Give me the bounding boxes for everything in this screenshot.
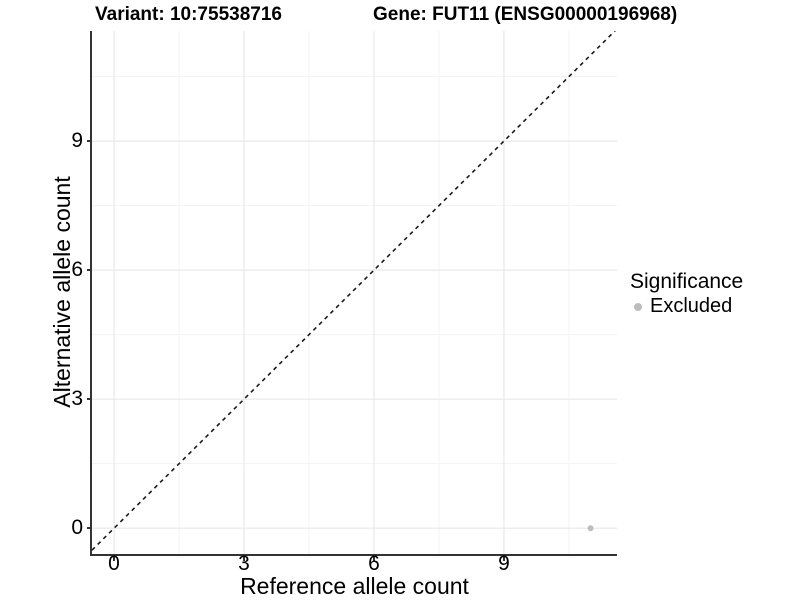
plot-canvas [92, 31, 617, 554]
y-tick-label-9: 9 [71, 129, 83, 152]
y-axis-tick-9 [87, 140, 92, 142]
y-axis-tick-6 [87, 269, 92, 271]
y-tick-label-3: 3 [71, 387, 83, 410]
variant-title: Variant: 10:75538716 [95, 4, 282, 25]
x-tick-label-3: 3 [238, 552, 250, 575]
y-axis-title: Alternative allele count [49, 176, 75, 408]
y-axis-tick-3 [87, 398, 92, 400]
y-axis-tick-0 [87, 527, 92, 529]
gene-title: Gene: FUT11 (ENSG00000196968) [373, 4, 678, 25]
legend-item-label: Excluded [650, 295, 733, 317]
x-axis-tick-3 [243, 556, 245, 561]
x-axis-title: Reference allele count [240, 573, 469, 599]
x-tick-label-0: 0 [108, 552, 120, 575]
plot-panel [90, 31, 617, 556]
x-tick-label-6: 6 [368, 552, 380, 575]
y-tick-label-0: 0 [71, 516, 83, 539]
y-tick-label-6: 6 [71, 258, 83, 281]
x-axis-tick-6 [373, 556, 375, 561]
legend-item-excluded: Excluded [630, 295, 743, 318]
x-axis-tick-9 [503, 556, 505, 561]
legend-title: Significance [630, 270, 744, 293]
excluded-point-icon [634, 302, 642, 311]
x-axis-tick-0 [113, 556, 115, 561]
x-tick-label-9: 9 [498, 552, 510, 575]
legend: Significance Excluded [630, 270, 743, 318]
